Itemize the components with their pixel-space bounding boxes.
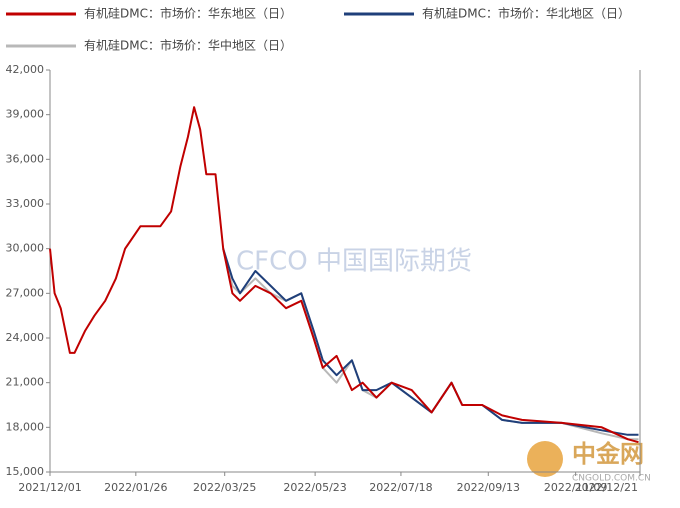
y-tick-label: 24,000: [6, 331, 45, 344]
y-tick-label: 30,000: [6, 242, 45, 255]
watermark: 中金网: [572, 440, 644, 468]
series-line: [49, 106, 639, 444]
x-tick-label: 2022/03/25: [193, 481, 256, 494]
x-tick-label: 2022/09/13: [457, 481, 520, 494]
legend-label: 有机硅DMC：市场价：华东地区（日）: [84, 6, 292, 21]
y-tick-label: 39,000: [6, 108, 45, 121]
watermark: CFCO 中国国际期货: [236, 247, 472, 277]
legend-label: 有机硅DMC：市场价：华北地区（日）: [422, 6, 630, 21]
x-tick-label: 2022/01/26: [104, 481, 167, 494]
x-tick-label: 2022/05/23: [283, 481, 346, 494]
legend-label: 有机硅DMC：市场价：华中地区（日）: [84, 38, 292, 53]
watermark: CNGOLD.COM.CN: [572, 474, 651, 484]
x-tick-label: 2022/07/18: [369, 481, 432, 494]
y-tick-label: 18,000: [6, 420, 45, 433]
x-tick-label: 2022/12/21: [575, 481, 638, 494]
y-tick-label: 36,000: [6, 152, 45, 165]
y-tick-label: 15,000: [6, 465, 45, 478]
y-tick-label: 21,000: [6, 376, 45, 389]
y-tick-label: 33,000: [6, 197, 45, 210]
y-tick-label: 42,000: [6, 63, 45, 76]
x-tick-label: 2021/12/01: [18, 481, 81, 494]
series-line: [222, 248, 639, 436]
y-tick-label: 27,000: [6, 286, 45, 299]
x-tick-label: 2022/11/09: [544, 481, 607, 494]
watermark-logo: [527, 441, 563, 477]
